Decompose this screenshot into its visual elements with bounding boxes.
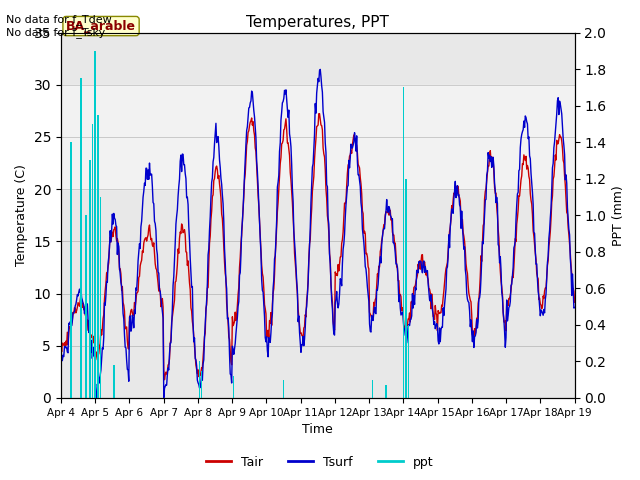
- Bar: [89, 160, 90, 398]
- Legend: Tair, Tsurf, ppt: Tair, Tsurf, ppt: [202, 451, 438, 474]
- Bar: [94, 51, 95, 398]
- Bar: [403, 87, 404, 398]
- Bar: [70, 142, 72, 398]
- Bar: [71, 142, 72, 398]
- Bar: [86, 215, 87, 398]
- Bar: [97, 115, 99, 398]
- Y-axis label: Temperature (C): Temperature (C): [15, 164, 28, 266]
- Bar: [408, 325, 410, 398]
- Bar: [403, 87, 404, 398]
- Text: BA_arable: BA_arable: [66, 20, 136, 33]
- Y-axis label: PPT (mm): PPT (mm): [612, 185, 625, 246]
- Bar: [90, 160, 91, 398]
- Bar: [385, 385, 387, 398]
- Bar: [201, 371, 202, 398]
- Bar: [95, 51, 96, 398]
- Bar: [372, 380, 373, 398]
- Bar: [61, 85, 575, 189]
- Title: Temperatures, PPT: Temperatures, PPT: [246, 15, 389, 30]
- Bar: [113, 365, 115, 398]
- Bar: [199, 361, 200, 398]
- Bar: [92, 124, 93, 398]
- Bar: [233, 376, 234, 398]
- X-axis label: Time: Time: [302, 423, 333, 436]
- Bar: [97, 115, 98, 398]
- Bar: [81, 78, 82, 398]
- Bar: [114, 365, 115, 398]
- Bar: [85, 215, 86, 398]
- Text: No data for f_Tdew
No data for f_Tsky: No data for f_Tdew No data for f_Tsky: [6, 14, 112, 38]
